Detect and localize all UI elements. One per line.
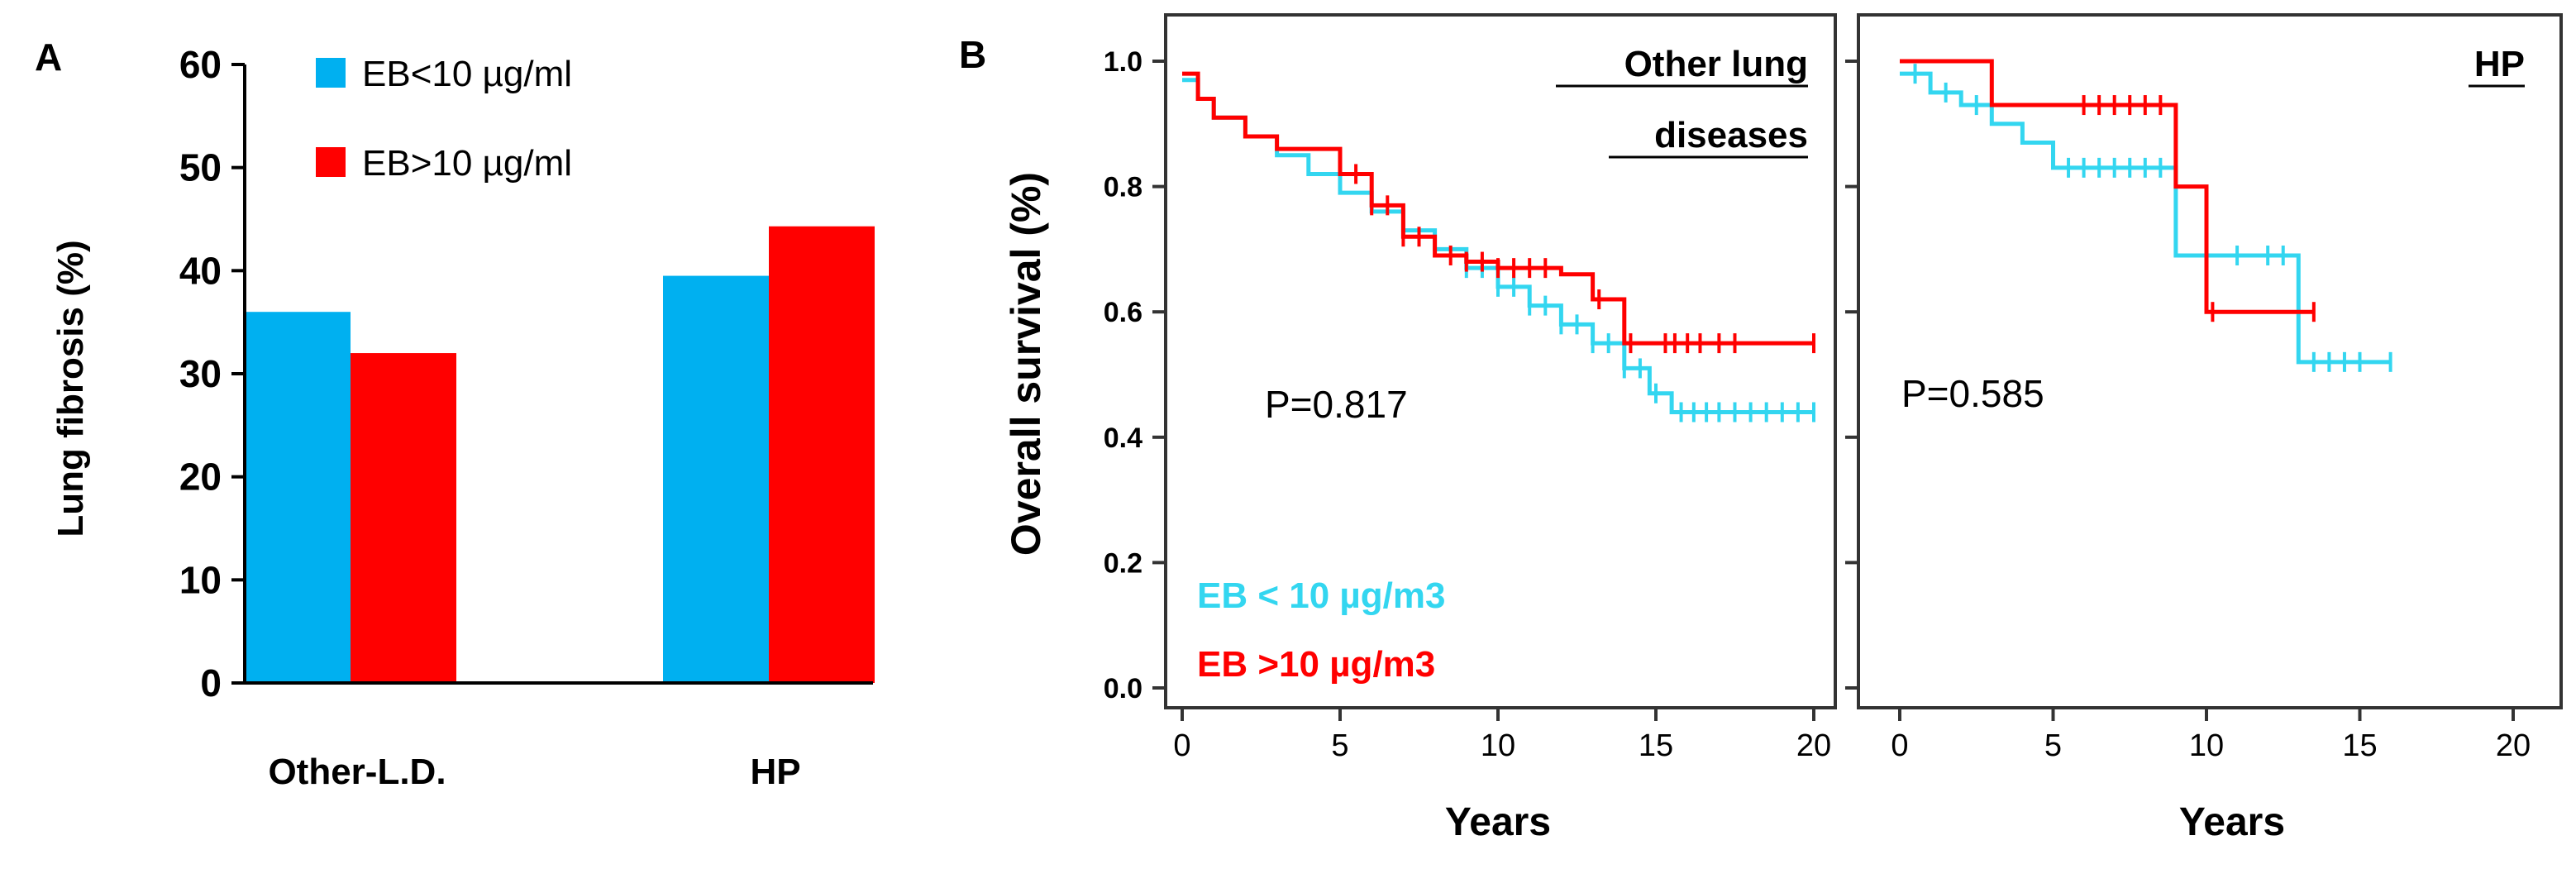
panel-a-label: A bbox=[35, 36, 62, 79]
km-right-ticks: 0 5 10 15 20 bbox=[1845, 60, 2531, 763]
km-legend-eb-below-10: EB < 10 µg/m3 bbox=[1197, 575, 1445, 616]
x-tick-label: 0 bbox=[1891, 728, 1908, 763]
km-right-curves bbox=[1900, 59, 2392, 372]
km-left-title-line-1: Other lung bbox=[1624, 44, 1808, 84]
y-tick-label: 0.2 bbox=[1104, 547, 1143, 579]
km-left-y-axis-label: Overall survival (%) bbox=[1003, 172, 1049, 556]
x-tick-label: 10 bbox=[2189, 728, 2224, 763]
x-tick-label: 20 bbox=[1796, 728, 1831, 763]
km-right-title: HP bbox=[2474, 44, 2525, 84]
panel-a-x-labels: Other-L.D. HP bbox=[268, 752, 800, 792]
y-tick-label: 40 bbox=[179, 249, 222, 292]
km-left-x-axis-label: Years bbox=[1445, 800, 1551, 844]
y-tick-label: 0.4 bbox=[1104, 423, 1143, 454]
legend-swatch-eb-below-10 bbox=[316, 58, 346, 88]
y-tick-label: 0.0 bbox=[1104, 673, 1143, 704]
panel-b-hp: 0 5 10 15 20 HP P=0.585 Years bbox=[1845, 13, 2563, 844]
bar-hp-eb-above-10 bbox=[769, 226, 875, 683]
x-tick-label: 15 bbox=[1639, 728, 1673, 763]
x-tick-label-other-l-d: Other-L.D. bbox=[268, 752, 446, 792]
km-curve-eb-above-10 bbox=[1182, 71, 1814, 346]
bar-other-l-d-eb-above-10 bbox=[351, 353, 456, 683]
panel-a-y-axis-label: Lung fibrosis (%) bbox=[50, 240, 91, 537]
y-tick-label: 50 bbox=[179, 146, 222, 189]
km-left-title-line-2: diseases bbox=[1654, 115, 1808, 155]
y-tick-label: 20 bbox=[179, 456, 222, 499]
panel-b-label: B bbox=[959, 33, 986, 76]
panel-a-y-ticks: 0 10 20 30 40 50 60 bbox=[179, 43, 245, 704]
y-tick-label: 60 bbox=[179, 43, 222, 86]
y-tick-label: 0 bbox=[200, 661, 222, 704]
legend-swatch-eb-above-10 bbox=[316, 147, 346, 177]
panel-b: B 0 5 10 15 200.00.20.40.60.81.0 Other lung … bbox=[959, 13, 1837, 844]
legend-label-eb-below-10: EB<10 µg/ml bbox=[362, 54, 572, 94]
x-tick-label-hp: HP bbox=[750, 752, 800, 792]
x-tick-label: 5 bbox=[1331, 728, 1348, 763]
y-tick-label: 0.8 bbox=[1104, 172, 1143, 203]
x-tick-label: 20 bbox=[2496, 728, 2531, 763]
km-right-x-axis-label: Years bbox=[2179, 800, 2285, 844]
y-tick-label: 0.6 bbox=[1104, 297, 1143, 328]
panel-a-bars bbox=[245, 226, 875, 683]
km-left-frame bbox=[1164, 13, 1837, 709]
km-right-frame bbox=[1857, 13, 2563, 709]
km-curve-eb-below-10 bbox=[1900, 71, 2391, 365]
km-curve-eb-above-10 bbox=[1900, 59, 2314, 314]
bar-hp-eb-below-10 bbox=[663, 275, 769, 683]
km-right-p-value: P=0.585 bbox=[1901, 372, 2044, 415]
x-tick-label: 0 bbox=[1173, 728, 1190, 763]
km-legend-eb-above-10: EB >10 µg/m3 bbox=[1197, 644, 1435, 685]
km-left-curves bbox=[1182, 71, 1815, 423]
km-left-p-value: P=0.817 bbox=[1265, 383, 1408, 426]
x-tick-label: 10 bbox=[1481, 728, 1515, 763]
y-tick-label: 30 bbox=[179, 352, 222, 395]
panel-a-legend: EB<10 µg/ml EB>10 µg/ml bbox=[316, 54, 572, 184]
bar-other-l-d-eb-below-10 bbox=[245, 312, 351, 683]
x-tick-label: 5 bbox=[2044, 728, 2062, 763]
y-tick-label: 1.0 bbox=[1104, 46, 1143, 78]
y-tick-label: 10 bbox=[179, 558, 222, 601]
panel-a: A 0 10 20 30 40 50 60 Lung fibrosis (%) Other-… bbox=[35, 36, 875, 792]
legend-label-eb-above-10: EB>10 µg/ml bbox=[362, 143, 572, 184]
km-left-ticks: 0 5 10 15 20 0.0 0.2 0.4 0.6 0.8 1.0 bbox=[1104, 46, 1831, 763]
x-tick-label: 15 bbox=[2342, 728, 2377, 763]
